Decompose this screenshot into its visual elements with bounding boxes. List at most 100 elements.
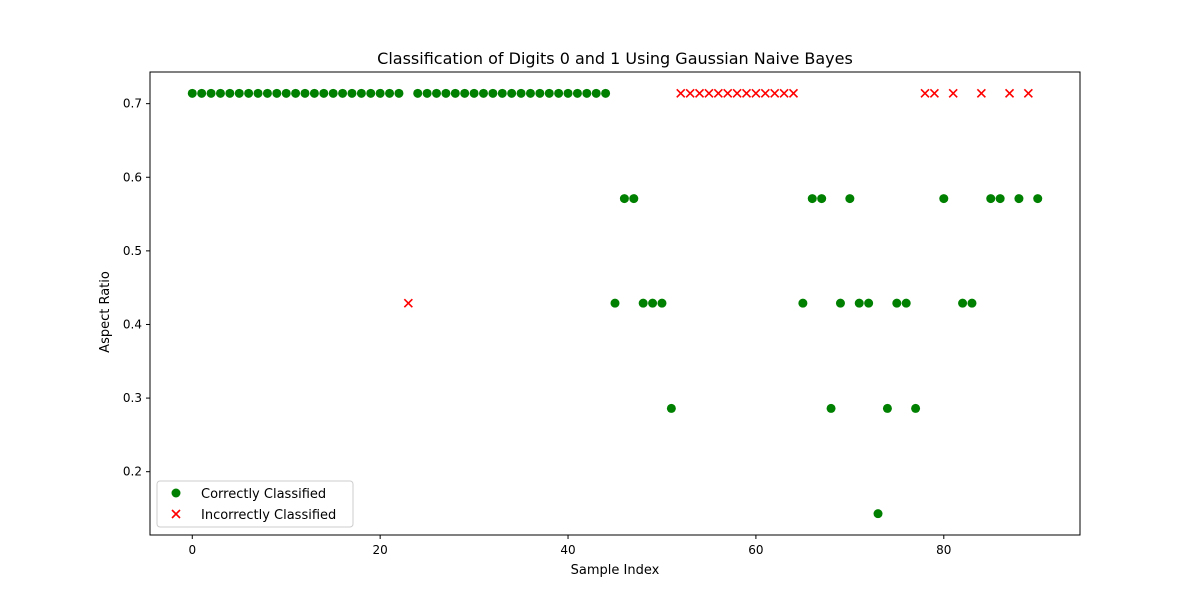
correct-point <box>845 194 855 204</box>
correct-point <box>187 88 197 98</box>
incorrect-point <box>751 88 761 98</box>
legend-circle-marker <box>171 488 181 498</box>
correct-point <box>873 509 883 519</box>
correct-point <box>610 298 620 308</box>
correct-point <box>516 88 526 98</box>
correct-point <box>648 298 658 308</box>
incorrect-point <box>685 88 695 98</box>
correct-point <box>488 88 498 98</box>
series-correctly-classified <box>187 88 1043 519</box>
correct-point <box>864 298 874 308</box>
correct-point <box>328 88 338 98</box>
incorrect-point <box>694 88 705 98</box>
correct-point <box>525 88 535 98</box>
correct-point <box>272 88 282 98</box>
incorrect-point <box>770 88 780 98</box>
correct-point <box>215 88 225 98</box>
correct-point <box>619 194 629 204</box>
plot-area: 0 20 40 60 80 0.2 0.3 0.4 0.5 0.6 0.7 <box>123 71 1081 557</box>
correct-point <box>798 298 808 308</box>
incorrect-point <box>976 88 986 98</box>
incorrect-point <box>676 88 686 98</box>
x-tick-label: 20 <box>373 543 388 557</box>
incorrect-point <box>704 88 714 98</box>
correct-point <box>544 88 554 98</box>
correct-point <box>572 88 582 98</box>
y-tick-label: 0.2 <box>123 465 142 479</box>
legend: Correctly Classified Incorrectly Classifi… <box>156 480 354 528</box>
correct-point <box>807 194 817 204</box>
x-tick-label: 0 <box>188 543 196 557</box>
correct-point <box>300 88 310 98</box>
incorrect-point <box>732 88 742 98</box>
correct-point <box>478 88 488 98</box>
correct-point <box>441 88 451 98</box>
correct-point <box>234 88 244 98</box>
correct-point <box>413 88 423 98</box>
correct-point <box>826 403 836 413</box>
correct-point <box>206 88 216 98</box>
correct-point <box>262 88 272 98</box>
correct-point <box>939 194 949 204</box>
x-tick-label: 80 <box>936 543 951 557</box>
correct-point <box>422 88 432 98</box>
correct-point <box>291 88 301 98</box>
correct-point <box>995 194 1005 204</box>
incorrect-point <box>741 88 752 98</box>
correct-point <box>356 88 366 98</box>
correct-point <box>309 88 319 98</box>
correct-point <box>366 88 376 98</box>
legend-label: Incorrectly Classified <box>201 508 336 523</box>
correct-point <box>1033 194 1043 204</box>
correct-point <box>601 88 611 98</box>
correct-point <box>197 88 207 98</box>
correct-point <box>854 298 864 308</box>
correct-point <box>591 88 601 98</box>
correct-point <box>507 88 517 98</box>
correct-point <box>432 88 442 98</box>
correct-point <box>347 88 357 98</box>
legend-box <box>156 480 354 528</box>
y-tick-label: 0.7 <box>123 97 142 111</box>
x-tick-label: 60 <box>748 543 763 557</box>
correct-point <box>958 298 968 308</box>
correct-point <box>657 298 667 308</box>
y-axis-label: Aspect Ratio <box>98 271 113 353</box>
correct-point <box>582 88 592 98</box>
incorrect-point <box>929 88 939 98</box>
correct-point <box>666 403 676 413</box>
correct-point <box>319 88 329 98</box>
correct-point <box>563 88 573 98</box>
correct-point <box>281 88 291 98</box>
x-axis-label: Sample Index <box>571 563 660 578</box>
correct-point <box>535 88 545 98</box>
x-tick-label: 40 <box>560 543 575 557</box>
correct-point <box>469 88 479 98</box>
incorrect-point <box>1023 88 1033 98</box>
correct-point <box>450 88 460 98</box>
correct-point <box>638 298 648 308</box>
correct-point <box>986 194 996 204</box>
incorrect-point <box>723 88 733 98</box>
correct-point <box>911 403 921 413</box>
correct-point <box>554 88 564 98</box>
correct-point <box>1014 194 1024 204</box>
incorrect-point <box>760 88 770 98</box>
correct-point <box>901 298 911 308</box>
correct-point <box>892 298 902 308</box>
correct-point <box>835 298 845 308</box>
incorrect-point <box>1004 88 1015 98</box>
chart-title: Classification of Digits 0 and 1 Using G… <box>377 49 853 68</box>
y-tick-label: 0.3 <box>123 391 142 405</box>
incorrect-point <box>948 88 958 98</box>
y-tick-label: 0.5 <box>123 244 142 258</box>
correct-point <box>338 88 348 98</box>
incorrect-point <box>779 88 789 98</box>
correct-point <box>629 194 639 204</box>
y-tick-label: 0.6 <box>123 170 142 184</box>
correct-point <box>460 88 470 98</box>
legend-x-marker <box>171 509 181 519</box>
incorrect-point <box>713 88 723 98</box>
